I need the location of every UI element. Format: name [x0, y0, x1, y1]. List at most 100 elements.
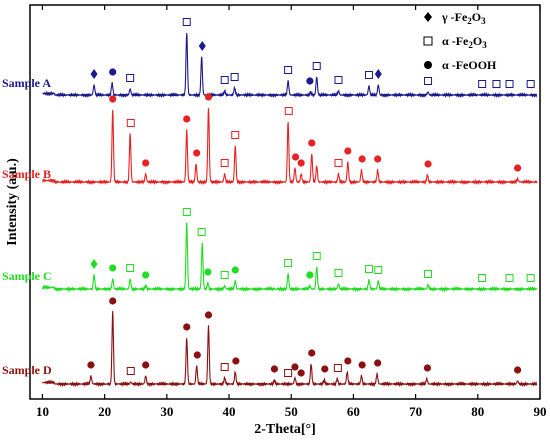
marker-alpha-feooh [297, 369, 305, 377]
marker-alpha-fe2o3 [364, 71, 373, 79]
sample-label-1: Sample A [2, 76, 51, 90]
marker-alpha-feooh [291, 153, 300, 161]
marker-alpha-feooh [204, 93, 213, 101]
x-axis-ticks: 10 20 30 40 50 60 70 80 90 [36, 5, 547, 419]
marker-alpha-fe2o3 [220, 271, 229, 279]
marker-alpha-fe2o3 [182, 208, 191, 216]
x-tick-label: 80 [471, 404, 484, 419]
series-line-3 [41, 222, 538, 293]
marker-alpha-fe2o3 [220, 76, 229, 84]
marker-alpha-feooh [514, 366, 522, 374]
legend-label-1: γ -Fe2O3 [441, 10, 486, 26]
marker-gamma-fe2o3 [198, 41, 206, 51]
sample-label-3: Sample C [2, 269, 52, 283]
legend-circle-icon [424, 61, 432, 69]
x-tick-label: 40 [223, 404, 236, 419]
marker-alpha-feooh [193, 351, 201, 359]
plot-frame [29, 4, 541, 400]
marker-alpha-fe2o3 [526, 80, 535, 88]
marker-alpha-fe2o3 [197, 228, 206, 236]
marker-alpha-fe2o3 [126, 264, 135, 272]
marker-alpha-feooh [183, 115, 191, 123]
marker-alpha-fe2o3 [374, 266, 383, 274]
series-line-4 [41, 310, 538, 388]
marker-alpha-feooh [306, 77, 314, 85]
x-tick-label: 20 [98, 404, 111, 419]
legend-diamond-icon [424, 12, 432, 22]
marker-alpha-fe2o3 [231, 131, 240, 139]
marker-alpha-fe2o3 [126, 119, 135, 127]
marker-alpha-feooh [424, 160, 432, 168]
marker-gamma-fe2o3 [374, 69, 382, 79]
x-tick-label: 60 [347, 404, 360, 419]
marker-alpha-fe2o3 [126, 367, 135, 375]
marker-alpha-feooh [358, 155, 366, 163]
sample-label-2: Sample B [2, 167, 51, 181]
legend-square-icon [423, 36, 433, 46]
phase-markers [87, 18, 535, 377]
marker-alpha-feooh [109, 95, 117, 103]
x-tick-label: 30 [160, 404, 173, 419]
marker-alpha-feooh [308, 139, 316, 147]
series-traces [41, 32, 538, 388]
marker-alpha-fe2o3 [230, 73, 239, 81]
marker-alpha-feooh [142, 159, 150, 167]
marker-alpha-fe2o3 [505, 80, 514, 88]
marker-alpha-fe2o3 [334, 269, 343, 277]
marker-alpha-fe2o3 [424, 270, 433, 278]
marker-alpha-feooh [344, 147, 352, 155]
marker-alpha-fe2o3 [312, 62, 321, 70]
marker-alpha-feooh [87, 361, 95, 369]
marker-alpha-fe2o3 [333, 364, 342, 372]
marker-alpha-feooh [109, 264, 117, 272]
legend-label-3: α -FeOOH [442, 58, 497, 72]
marker-alpha-feooh [344, 357, 352, 365]
x-tick-label: 90 [534, 404, 547, 419]
series-line-2 [42, 108, 538, 186]
marker-alpha-feooh [374, 359, 382, 367]
marker-alpha-fe2o3 [284, 66, 293, 74]
marker-alpha-fe2o3 [312, 252, 321, 260]
marker-alpha-fe2o3 [334, 159, 343, 167]
marker-alpha-feooh [308, 349, 316, 357]
marker-alpha-fe2o3 [526, 274, 535, 282]
marker-alpha-feooh [514, 164, 522, 172]
marker-alpha-fe2o3 [505, 274, 514, 282]
marker-alpha-feooh [270, 365, 279, 373]
x-tick-label: 70 [409, 404, 422, 419]
marker-alpha-fe2o3 [182, 18, 191, 26]
legend: γ -Fe2O3 α -Fe2O3 α -FeOOH [423, 10, 497, 72]
marker-alpha-fe2o3 [334, 76, 343, 84]
marker-alpha-feooh [297, 159, 305, 167]
marker-alpha-feooh [204, 311, 213, 319]
marker-alpha-feooh [109, 68, 117, 76]
legend-label-2: α -Fe2O3 [442, 34, 487, 50]
marker-alpha-feooh [183, 323, 191, 331]
marker-alpha-fe2o3 [126, 74, 135, 82]
sample-label-4: Sample D [2, 363, 52, 377]
marker-alpha-fe2o3 [492, 80, 501, 88]
marker-alpha-feooh [374, 155, 382, 163]
marker-gamma-fe2o3 [90, 69, 98, 79]
marker-alpha-fe2o3 [478, 274, 487, 282]
marker-alpha-feooh [142, 361, 150, 369]
x-axis-title: 2-Theta[°] [254, 422, 316, 437]
series-line-1 [42, 32, 538, 99]
marker-alpha-feooh [358, 361, 366, 369]
marker-alpha-feooh [231, 266, 239, 274]
marker-alpha-fe2o3 [284, 259, 293, 267]
marker-alpha-feooh [291, 363, 299, 371]
marker-alpha-feooh [142, 271, 150, 279]
marker-gamma-fe2o3 [90, 259, 98, 269]
marker-alpha-fe2o3 [284, 107, 293, 115]
x-tick-label: 10 [36, 404, 49, 419]
marker-alpha-fe2o3 [220, 159, 229, 167]
marker-alpha-fe2o3 [424, 77, 433, 85]
marker-alpha-feooh [306, 271, 314, 279]
marker-alpha-feooh [109, 297, 117, 305]
marker-alpha-feooh [193, 149, 201, 157]
x-tick-label: 50 [285, 404, 298, 419]
y-axis-title: Intensity (a.u.) [5, 158, 20, 246]
marker-alpha-feooh [321, 365, 329, 373]
